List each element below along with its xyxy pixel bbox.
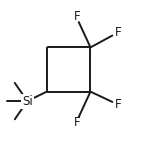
Text: F: F [74, 10, 80, 23]
Text: Si: Si [22, 95, 33, 108]
Text: F: F [115, 98, 121, 111]
Text: F: F [74, 116, 80, 129]
Text: F: F [115, 26, 121, 39]
